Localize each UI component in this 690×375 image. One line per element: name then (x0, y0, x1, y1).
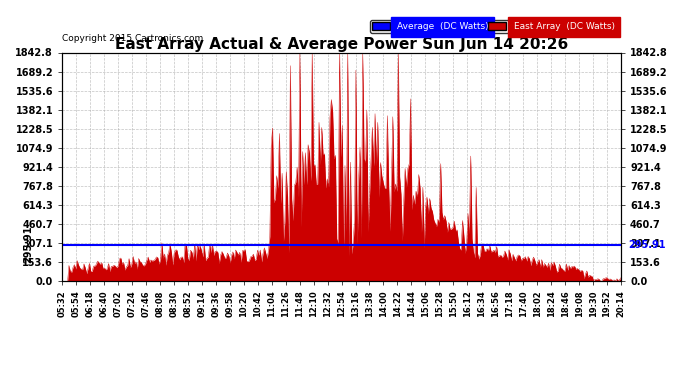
Text: 295.91: 295.91 (23, 226, 33, 263)
Text: Copyright 2015 Cartronics.com: Copyright 2015 Cartronics.com (62, 34, 204, 44)
Text: 295.91: 295.91 (628, 240, 665, 249)
Title: East Array Actual & Average Power Sun Jun 14 20:26: East Array Actual & Average Power Sun Ju… (115, 38, 568, 52)
Legend: Average  (DC Watts), East Array  (DC Watts): Average (DC Watts), East Array (DC Watts… (370, 20, 616, 33)
